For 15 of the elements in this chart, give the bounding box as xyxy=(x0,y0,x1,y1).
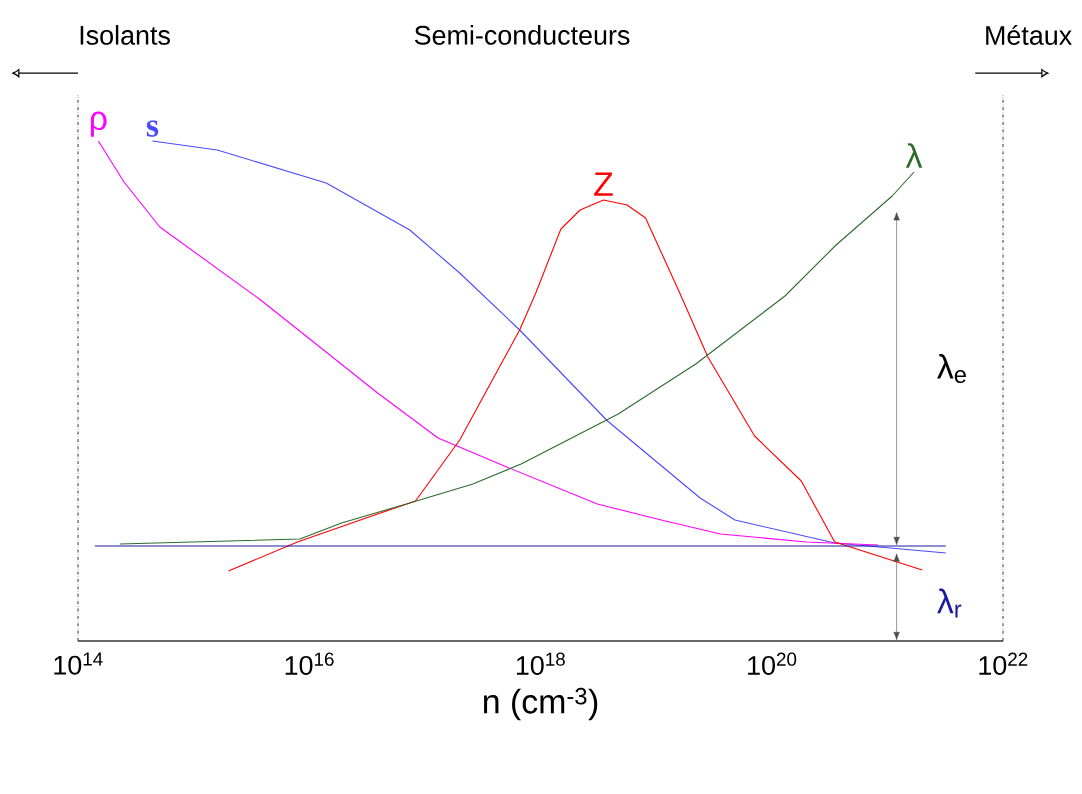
series-label: Z xyxy=(594,172,613,196)
series-label: s xyxy=(146,120,159,137)
x-tick-label: 10$^{22}$ xyxy=(979,652,1028,675)
x-tick-label: 10$^{18}$ xyxy=(516,652,565,675)
series-label: ρ xyxy=(90,111,107,137)
annotation: λ$_{e}$ xyxy=(937,354,966,384)
x-axis-title: n (cm$^{-3}$) xyxy=(484,687,598,721)
x-tick-label: 10$^{16}$ xyxy=(285,652,334,675)
x-tick-label: 10$^{14}$ xyxy=(54,652,103,675)
annotation: λ$_{r}$ xyxy=(937,588,962,618)
text: Semi-conducteurs xyxy=(414,25,630,45)
text: Isolants xyxy=(80,25,170,45)
series-label: λ xyxy=(905,143,923,168)
text: Métaux xyxy=(986,24,1072,45)
x-tick-label: 10$^{20}$ xyxy=(748,652,797,675)
